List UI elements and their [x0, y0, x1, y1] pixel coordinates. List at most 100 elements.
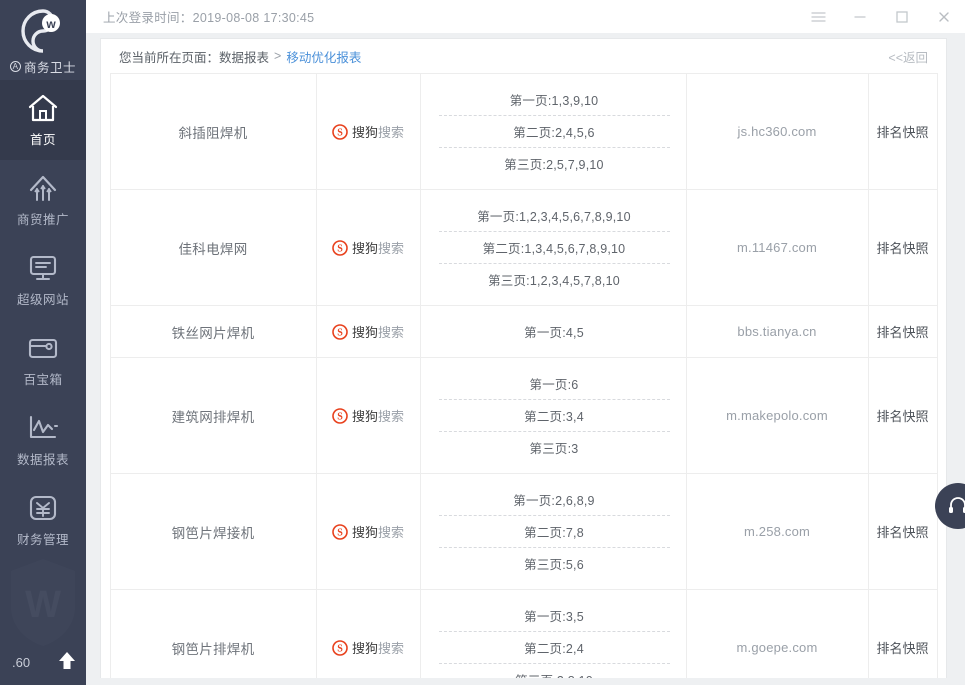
- domain-cell: m.goepe.com: [685, 589, 869, 678]
- close-icon[interactable]: [923, 0, 965, 33]
- sidebar-item-label: 百宝箱: [23, 373, 63, 387]
- window-controls: [797, 0, 965, 33]
- keyword-cell: 钢笆片焊接机: [109, 473, 317, 590]
- search-engine-name: 搜狗搜索: [351, 241, 405, 256]
- brand-mark-icon: w: [21, 9, 60, 53]
- page-ranking-line: 第二页:7,8: [438, 515, 670, 547]
- table-body: 斜插阻焊机 S 搜狗搜索 第一页:1,3,9,10 第二页:2,4,5,6 第三页:2,5…: [109, 73, 938, 678]
- snapshot-cell: 排名快照: [867, 73, 938, 190]
- chart-icon: [26, 412, 60, 444]
- page-ranking-line: 第一页:6: [529, 378, 579, 392]
- keyword-cell: 铁丝网片焊机: [109, 305, 317, 358]
- svg-text:S: S: [337, 643, 343, 654]
- svg-text:S: S: [337, 411, 343, 422]
- search-engine-name: 搜狗搜索: [351, 125, 405, 140]
- page-ranking-line: 第二页:2,4,5,6: [438, 115, 670, 147]
- page-ranking-line: 第一页:1,3,9,10: [509, 94, 599, 108]
- version-label: .60: [12, 654, 31, 670]
- report-table-wrapper: 斜插阻焊机 S 搜狗搜索 第一页:1,3,9,10 第二页:2,4,5,6 第三页:2,5…: [101, 73, 946, 678]
- table-row: 铁丝网片焊机 S 搜狗搜索 第一页:4,5 bbs.tianya.cn 排名快照: [109, 305, 938, 358]
- domain-text: m.goepe.com: [736, 640, 818, 655]
- snapshot-cell: 排名快照: [867, 473, 938, 590]
- domain-cell: m.258.com: [685, 473, 869, 590]
- floating-service-button[interactable]: [935, 483, 965, 529]
- minimize-icon[interactable]: [839, 0, 881, 33]
- snapshot-cell: 排名快照: [867, 357, 938, 474]
- page-ranking-line: 第一页:2,6,8,9: [513, 494, 595, 508]
- sidebar-item-reports[interactable]: 数据报表: [0, 400, 86, 480]
- search-engine-cell: S 搜狗搜索: [315, 73, 421, 190]
- search-engine-cell: S 搜狗搜索: [315, 189, 421, 306]
- domain-cell: js.hc360.com: [685, 73, 869, 190]
- arrow-up-icon[interactable]: [58, 650, 76, 675]
- ranking-snapshot-link[interactable]: 排名快照: [876, 125, 929, 140]
- sidebar-item-toolbox[interactable]: 百宝箱: [0, 320, 86, 400]
- back-link[interactable]: <<返回: [888, 50, 928, 65]
- keyword-cell: 佳科电焊网: [109, 189, 317, 306]
- sidebar-item-label: 数据报表: [16, 453, 69, 467]
- svg-text:W: W: [25, 584, 61, 626]
- search-engine-name: 搜狗搜索: [351, 641, 405, 656]
- page-ranking-line: 第一页:1,2,3,4,5,6,7,8,9,10: [477, 210, 631, 224]
- content-panel: 您当前所在页面：数据报表 > 移动优化报表 <<返回 斜插阻焊机 S 搜狗搜索 第一页…: [100, 38, 947, 678]
- snapshot-cell: 排名快照: [867, 305, 938, 358]
- page-rankings-cell: 第一页:1,3,9,10 第二页:2,4,5,6 第三页:2,5,7,9,10: [419, 73, 687, 190]
- domain-text: m.makepolo.com: [726, 408, 828, 423]
- sogou-logo-icon: S: [332, 323, 348, 340]
- page-ranking-line: 第一页:3,5: [524, 610, 584, 624]
- ranking-snapshot-link[interactable]: 排名快照: [876, 241, 929, 256]
- search-engine: S 搜狗搜索: [323, 406, 414, 425]
- titlebar: 上次登录时间：2019-08-08 17:30:45: [86, 0, 965, 33]
- sidebar-item-label: 财务管理: [16, 533, 69, 547]
- domain-cell: bbs.tianya.cn: [685, 305, 869, 358]
- keyword-text: 钢笆片排焊机: [171, 641, 255, 657]
- sidebar-item-promotion[interactable]: 商贸推广: [0, 160, 86, 240]
- page-rankings-cell: 第一页:2,6,8,9 第二页:7,8 第三页:5,6: [419, 473, 687, 590]
- sogou-logo-icon: S: [332, 523, 348, 540]
- sidebar-item-home[interactable]: 首页: [0, 80, 86, 160]
- svg-text:w: w: [45, 17, 56, 31]
- keyword-text: 铁丝网片焊机: [171, 325, 255, 341]
- domain-text: js.hc360.com: [737, 124, 817, 139]
- domain-text: m.258.com: [743, 524, 811, 539]
- ranking-snapshot-link[interactable]: 排名快照: [876, 641, 929, 656]
- page-ranking-line: 第三页:1,2,3,4,5,7,8,10: [438, 263, 670, 295]
- sidebar-item-label: 首页: [29, 133, 56, 147]
- sidebar: W w A 商务卫士: [0, 0, 86, 685]
- page-ranking-line: 第三页:3,8,10: [438, 663, 670, 678]
- home-icon: [26, 92, 60, 124]
- search-engine: S 搜狗搜索: [323, 322, 414, 341]
- keyword-cell: 斜插阻焊机: [109, 73, 317, 190]
- search-engine-cell: S 搜狗搜索: [315, 473, 421, 590]
- page-ranking-line: 第二页:3,4: [438, 399, 670, 431]
- sidebar-item-website[interactable]: 超级网站: [0, 240, 86, 320]
- keyword-text: 斜插阻焊机: [178, 125, 248, 141]
- keyword-cell: 建筑网排焊机: [109, 357, 317, 474]
- search-engine: S 搜狗搜索: [323, 522, 414, 541]
- snapshot-cell: 排名快照: [867, 589, 938, 678]
- page-ranking-line: 第三页:3: [438, 431, 670, 463]
- page-ranking-line: 第二页:1,3,4,5,6,7,8,9,10: [438, 231, 670, 263]
- brand-logo: w A 商务卫士: [0, 0, 86, 80]
- page-rankings-cell: 第一页:1,2,3,4,5,6,7,8,9,10 第二页:1,3,4,5,6,7,…: [419, 189, 687, 306]
- ranking-snapshot-link[interactable]: 排名快照: [876, 409, 929, 424]
- search-engine: S 搜狗搜索: [323, 122, 414, 141]
- ranking-snapshot-link[interactable]: 排名快照: [876, 525, 929, 540]
- keyword-text: 钢笆片焊接机: [171, 525, 255, 541]
- table-row: 建筑网排焊机 S 搜狗搜索 第一页:6 第二页:3,4 第三页:3 m.makepolo.c…: [109, 357, 938, 474]
- breadcrumb-current-link[interactable]: 移动优化报表: [286, 50, 362, 65]
- maximize-icon[interactable]: [881, 0, 923, 33]
- domain-cell: m.makepolo.com: [685, 357, 869, 474]
- ranking-snapshot-link[interactable]: 排名快照: [876, 325, 929, 340]
- menu-icon[interactable]: [797, 0, 839, 33]
- breadcrumb: 您当前所在页面：数据报表 > 移动优化报表 <<返回: [101, 39, 946, 73]
- sidebar-item-finance[interactable]: 财务管理: [0, 480, 86, 560]
- page-ranking-line: 第二页:2,4: [438, 631, 670, 663]
- table-row: 钢笆片焊接机 S 搜狗搜索 第一页:2,6,8,9 第二页:7,8 第三页:5,6 m.25…: [109, 473, 938, 590]
- page-rankings-cell: 第一页:6 第二页:3,4 第三页:3: [419, 357, 687, 474]
- sidebar-nav: 首页 商贸推广: [0, 80, 86, 560]
- page-ranking-line: 第三页:2,5,7,9,10: [438, 147, 670, 179]
- domain-text: bbs.tianya.cn: [737, 324, 817, 339]
